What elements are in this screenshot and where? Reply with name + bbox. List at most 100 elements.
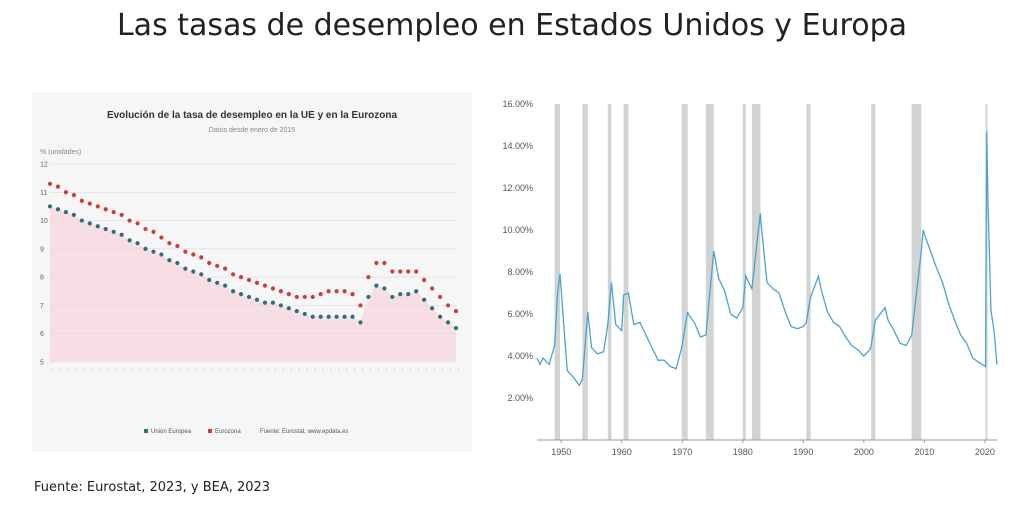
eurozona-data-point bbox=[382, 260, 387, 266]
eu-gridlines bbox=[50, 163, 456, 363]
eurozona-data-point bbox=[167, 241, 172, 246]
eurozona-data-point bbox=[390, 269, 395, 274]
eurozona-data-point bbox=[398, 269, 403, 274]
eu-x-tick-mark: · bbox=[128, 367, 135, 373]
eurozona-data-point bbox=[159, 235, 164, 240]
ue-data-point bbox=[326, 314, 331, 319]
recession-band bbox=[623, 104, 629, 440]
ue-data-point bbox=[406, 292, 411, 297]
eurozona-data-point bbox=[453, 308, 459, 314]
eu-x-tick-mark: · bbox=[104, 367, 111, 373]
eurozona-data-point bbox=[278, 289, 283, 294]
ue-data-point bbox=[445, 320, 451, 325]
ue-data-point bbox=[143, 246, 148, 251]
eurozona-data-point bbox=[342, 289, 347, 294]
eu-x-tick-mark: · bbox=[120, 367, 127, 373]
eurozona-data-point bbox=[358, 303, 363, 308]
eu-x-tick-mark: · bbox=[319, 367, 326, 373]
eurozona-data-point bbox=[262, 283, 268, 288]
ue-data-point bbox=[422, 297, 427, 302]
eurozona-data-point bbox=[71, 193, 76, 198]
ue-data-point bbox=[262, 300, 268, 305]
legend-label-ue: Unión Europea bbox=[151, 429, 192, 435]
eurozona-data-point bbox=[151, 229, 156, 234]
eu-x-tick-mark: · bbox=[96, 367, 103, 373]
ue-data-point bbox=[366, 294, 371, 300]
legend-marker-ue bbox=[144, 429, 148, 433]
recession-band bbox=[582, 104, 588, 440]
ue-data-point bbox=[87, 221, 92, 226]
eurozona-data-point bbox=[175, 243, 180, 249]
eu-x-tick-mark: · bbox=[239, 367, 246, 373]
eurozona-data-point bbox=[366, 275, 371, 280]
eu-x-tick-mark: · bbox=[343, 367, 350, 373]
ue-data-point bbox=[270, 300, 276, 305]
eurozona-data-point bbox=[422, 277, 427, 283]
ue-data-point bbox=[278, 303, 283, 308]
us-x-tick-label: 2010 bbox=[914, 447, 934, 457]
us-unemployment-chart: 2.00% 4.00% 6.00% 8.00% 10.00% 12.00% 14.00% 16… bbox=[502, 99, 998, 457]
eu-x-tick-mark: · bbox=[247, 367, 254, 373]
eurozona-data-point bbox=[254, 280, 260, 285]
ue-data-point bbox=[199, 272, 204, 277]
eu-x-tick-mark: · bbox=[168, 367, 175, 373]
ue-data-point bbox=[207, 277, 212, 283]
recession-band bbox=[705, 104, 714, 440]
eu-x-tick-mark: · bbox=[160, 367, 167, 373]
eu-x-tick-mark: · bbox=[438, 367, 445, 373]
eu-x-tick-mark: · bbox=[335, 367, 342, 373]
eurozona-data-point bbox=[103, 207, 108, 212]
eurozona-data-point bbox=[191, 252, 196, 257]
eu-unemployment-chart: Evolución de la tasa de desempleo en la … bbox=[40, 110, 461, 435]
eurozona-data-point bbox=[230, 272, 236, 277]
eu-x-tick-mark: · bbox=[48, 367, 55, 373]
eurozona-data-point bbox=[437, 294, 443, 300]
ue-data-point bbox=[79, 218, 84, 223]
ue-data-point bbox=[382, 286, 387, 291]
ue-data-point bbox=[286, 306, 291, 311]
eu-y-tick-label: 6 bbox=[40, 331, 44, 338]
recession-band bbox=[806, 104, 811, 440]
ue-data-point bbox=[159, 252, 164, 257]
eu-x-tick-mark: · bbox=[88, 367, 95, 373]
eu-x-tick-mark: · bbox=[367, 367, 374, 373]
eurozona-data-point bbox=[223, 266, 228, 271]
us-y-tick-label: 6.00% bbox=[507, 309, 533, 319]
ue-data-point bbox=[135, 241, 140, 246]
ue-data-point bbox=[350, 314, 355, 319]
eurozona-data-point bbox=[302, 294, 307, 300]
eurozona-data-point bbox=[286, 292, 291, 297]
recession-band bbox=[554, 104, 560, 440]
us-y-tick-label: 2.00% bbox=[507, 393, 533, 403]
eurozona-data-point bbox=[119, 212, 124, 218]
eu-data-points bbox=[47, 181, 459, 331]
ue-data-point bbox=[342, 314, 347, 319]
ue-data-point bbox=[127, 238, 132, 243]
eu-x-tick-mark: · bbox=[391, 367, 398, 373]
eu-x-tick-mark: · bbox=[375, 367, 382, 373]
us-y-ticks: 2.00% 4.00% 6.00% 8.00% 10.00% 12.00% 14.00% 16… bbox=[502, 99, 533, 403]
eurozona-data-point bbox=[183, 249, 188, 254]
ue-data-point bbox=[183, 266, 188, 271]
recession-band bbox=[681, 104, 688, 440]
eu-x-tick-mark: · bbox=[184, 367, 191, 373]
ue-data-point bbox=[215, 280, 220, 285]
ue-data-point bbox=[453, 325, 459, 331]
us-x-tick-label: 1990 bbox=[793, 447, 813, 457]
us-y-tick-label: 4.00% bbox=[507, 351, 533, 361]
eurozona-data-point bbox=[270, 286, 276, 291]
ue-data-point bbox=[95, 224, 100, 229]
ue-data-point bbox=[151, 249, 156, 254]
eu-chart-title: Evolución de la tasa de desempleo en la … bbox=[107, 110, 398, 121]
eurozona-data-point bbox=[95, 204, 100, 209]
ue-data-point bbox=[437, 314, 443, 319]
eurozona-data-point bbox=[350, 292, 355, 297]
ue-data-point bbox=[175, 260, 180, 266]
ue-data-point bbox=[238, 292, 244, 297]
eu-x-tick-mark: · bbox=[255, 367, 262, 373]
eu-x-tick-mark: · bbox=[399, 367, 406, 373]
ue-data-point bbox=[414, 289, 419, 294]
ue-data-point bbox=[374, 283, 379, 288]
ue-data-point bbox=[390, 294, 395, 300]
ue-data-point bbox=[71, 212, 76, 218]
